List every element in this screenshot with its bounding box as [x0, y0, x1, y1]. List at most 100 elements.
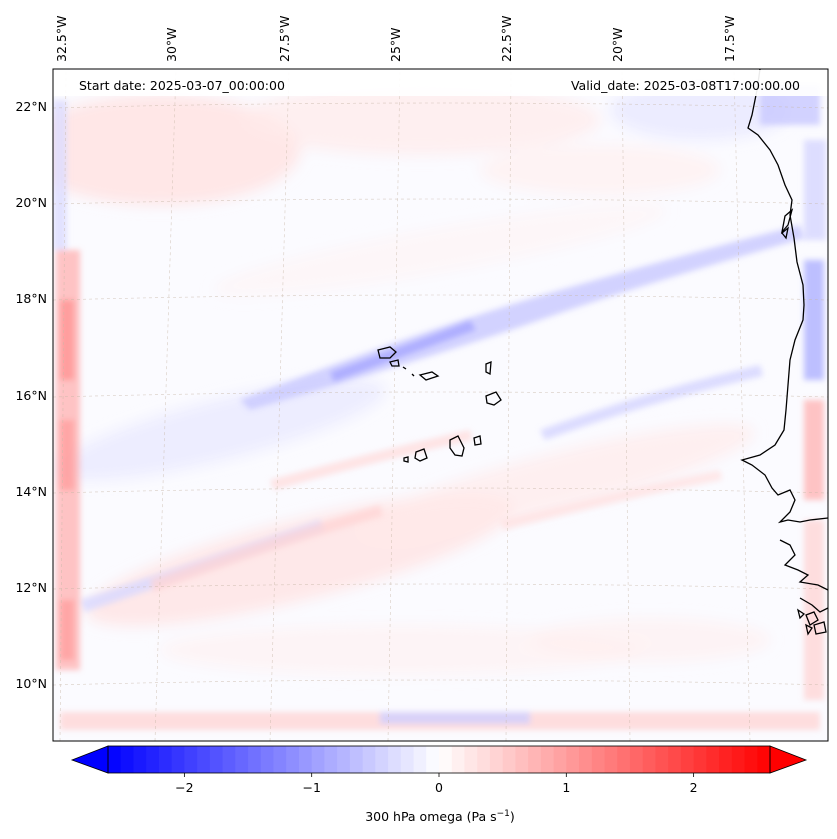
colorbar-tick-label: −2: [175, 780, 193, 795]
lon-label-30w: 30°W: [164, 27, 179, 62]
colorbar-cell: [528, 746, 542, 773]
colorbar-cell: [184, 746, 198, 773]
colorbar-cell: [375, 746, 389, 773]
island-sal: [485, 361, 492, 376]
colorbar-tick-label: 0: [435, 780, 443, 795]
colorbar-cell: [337, 746, 351, 773]
colorbar-cell: [260, 746, 275, 773]
colorbar-cells: [108, 746, 771, 773]
coastline: [740, 69, 828, 636]
colorbar-cell: [464, 746, 478, 773]
lat-label-16n: 16°N: [15, 388, 47, 403]
colorbar-extend-max: [769, 745, 808, 774]
lon-label-22-5w: 22.5°W: [499, 16, 514, 62]
lon-label-17-5w: 17.5°W: [722, 16, 737, 62]
colorbar-ticks: −2 −1 0 1 2: [175, 773, 698, 795]
lat-label-22n: 22°N: [15, 99, 47, 114]
colorbar-cell: [680, 746, 695, 773]
colorbar-cell: [617, 746, 631, 773]
colorbar-cell: [591, 746, 606, 773]
colorbar-cell: [540, 746, 555, 773]
colorbar-cell: [235, 746, 249, 773]
colorbar-tick-label: 2: [690, 780, 698, 795]
colorbar-cell: [731, 746, 746, 773]
latitude-labels: 22°N 20°N 18°N 16°N 14°N 12°N 10°N: [15, 99, 47, 691]
colorbar-cell: [489, 746, 504, 773]
lon-label-20w: 20°W: [610, 27, 625, 62]
omega-field: [53, 69, 828, 741]
colorbar-tick-label: −1: [302, 780, 320, 795]
colorbar-cell: [311, 746, 326, 773]
colorbar-cell: [439, 746, 453, 773]
colorbar-cell: [388, 746, 402, 773]
colorbar-cell: [706, 746, 720, 773]
map-panel: Start date: 2025-03-07_00:00:00 Valid_da…: [52, 68, 829, 742]
lat-label-18n: 18°N: [15, 291, 47, 306]
colorbar-cell: [120, 746, 135, 773]
island-brava: [403, 456, 409, 463]
colorbar-cell: [133, 746, 147, 773]
colorbar-cell: [629, 746, 644, 773]
graticule: [53, 69, 828, 741]
colorbar-label: 300 hPa omega (Pa s−1): [365, 809, 515, 824]
island-maio: [473, 435, 482, 446]
colorbar-label-exponent: −1: [497, 809, 510, 819]
colorbar-cell: [273, 746, 287, 773]
colorbar-cell: [324, 746, 338, 773]
colorbar-cell: [171, 746, 185, 773]
colorbar-cell: [693, 746, 707, 773]
colorbar-cell: [719, 746, 733, 773]
colorbar-cell: [197, 746, 211, 773]
colorbar-cell: [744, 746, 758, 773]
colorbar-cell: [286, 746, 300, 773]
colorbar-cell: [655, 746, 669, 773]
colorbar-cell: [757, 746, 771, 773]
colorbar-cell: [248, 746, 262, 773]
island-sao-vicente: [389, 359, 400, 367]
island-fogo: [414, 448, 428, 462]
colorbar-cell: [209, 746, 224, 773]
colorbar-cell: [502, 746, 516, 773]
colorbar-cell: [515, 746, 529, 773]
island-santo-antao: [377, 346, 397, 359]
colorbar-cell: [362, 746, 376, 773]
colorbar-label-close: ): [510, 809, 515, 824]
date-banner: [53, 70, 828, 96]
colorbar-cell: [668, 746, 682, 773]
island-sao-nicolau: [418, 371, 440, 381]
colorbar-cell: [400, 746, 415, 773]
cape-verde-islands: [377, 346, 502, 463]
island-santa-luzia: [402, 366, 407, 370]
lat-label-12n: 12°N: [15, 580, 47, 595]
lat-label-20n: 20°N: [15, 195, 47, 210]
valid-date-label: Valid_date: 2025-03-08T17:00:00.00: [571, 78, 800, 93]
colorbar-cell: [642, 746, 657, 773]
colorbar-extend-min: [70, 745, 109, 774]
colorbar-label-main: 300 hPa omega (Pa s: [365, 809, 496, 824]
island-santiago: [449, 435, 465, 457]
map-frame: [52, 68, 829, 742]
colorbar-cell: [349, 746, 364, 773]
colorbar-cell: [566, 746, 580, 773]
island-boa-vista: [485, 391, 502, 406]
colorbar-cell: [426, 746, 440, 773]
colorbar: −2 −1 0 1 2 300 hPa omega (Pa s−1): [70, 745, 808, 824]
island-branco: [411, 373, 415, 377]
colorbar-cell: [553, 746, 567, 773]
colorbar-cell: [146, 746, 160, 773]
start-date-label: Start date: 2025-03-07_00:00:00: [79, 78, 285, 93]
colorbar-cell: [222, 746, 236, 773]
colorbar-cell: [108, 746, 122, 773]
colorbar-tick-label: 1: [562, 780, 570, 795]
colorbar-cell: [604, 746, 618, 773]
colorbar-cell: [477, 746, 491, 773]
colorbar-cell: [158, 746, 173, 773]
lat-label-14n: 14°N: [15, 484, 47, 499]
longitude-labels: 32.5°W 30°W 27.5°W 25°W 22.5°W 20°W 17.5…: [54, 16, 737, 62]
colorbar-cell: [579, 746, 593, 773]
lon-label-27-5w: 27.5°W: [277, 16, 292, 62]
colorbar-cell: [451, 746, 466, 773]
lon-label-25w: 25°W: [388, 27, 403, 62]
colorbar-cell: [298, 746, 313, 773]
